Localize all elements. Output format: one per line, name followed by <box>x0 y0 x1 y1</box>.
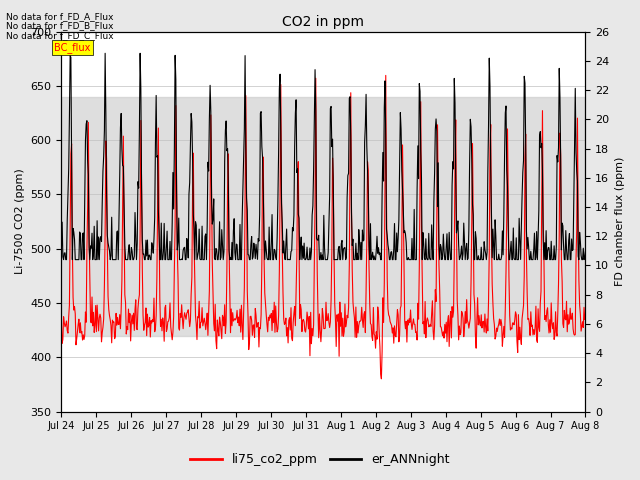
Text: No data for f_FD_B_Flux: No data for f_FD_B_Flux <box>6 22 114 31</box>
Text: No data for f_FD_A_Flux: No data for f_FD_A_Flux <box>6 12 114 21</box>
Text: BC_flux: BC_flux <box>54 42 91 53</box>
Legend: li75_co2_ppm, er_ANNnight: li75_co2_ppm, er_ANNnight <box>186 448 454 471</box>
Y-axis label: Li-7500 CO2 (ppm): Li-7500 CO2 (ppm) <box>15 169 25 275</box>
Title: CO2 in ppm: CO2 in ppm <box>282 15 364 29</box>
Y-axis label: FD chamber flux (ppm): FD chamber flux (ppm) <box>615 157 625 286</box>
Text: No data for f_FD_C_Flux: No data for f_FD_C_Flux <box>6 31 114 40</box>
Bar <box>61 96 586 336</box>
